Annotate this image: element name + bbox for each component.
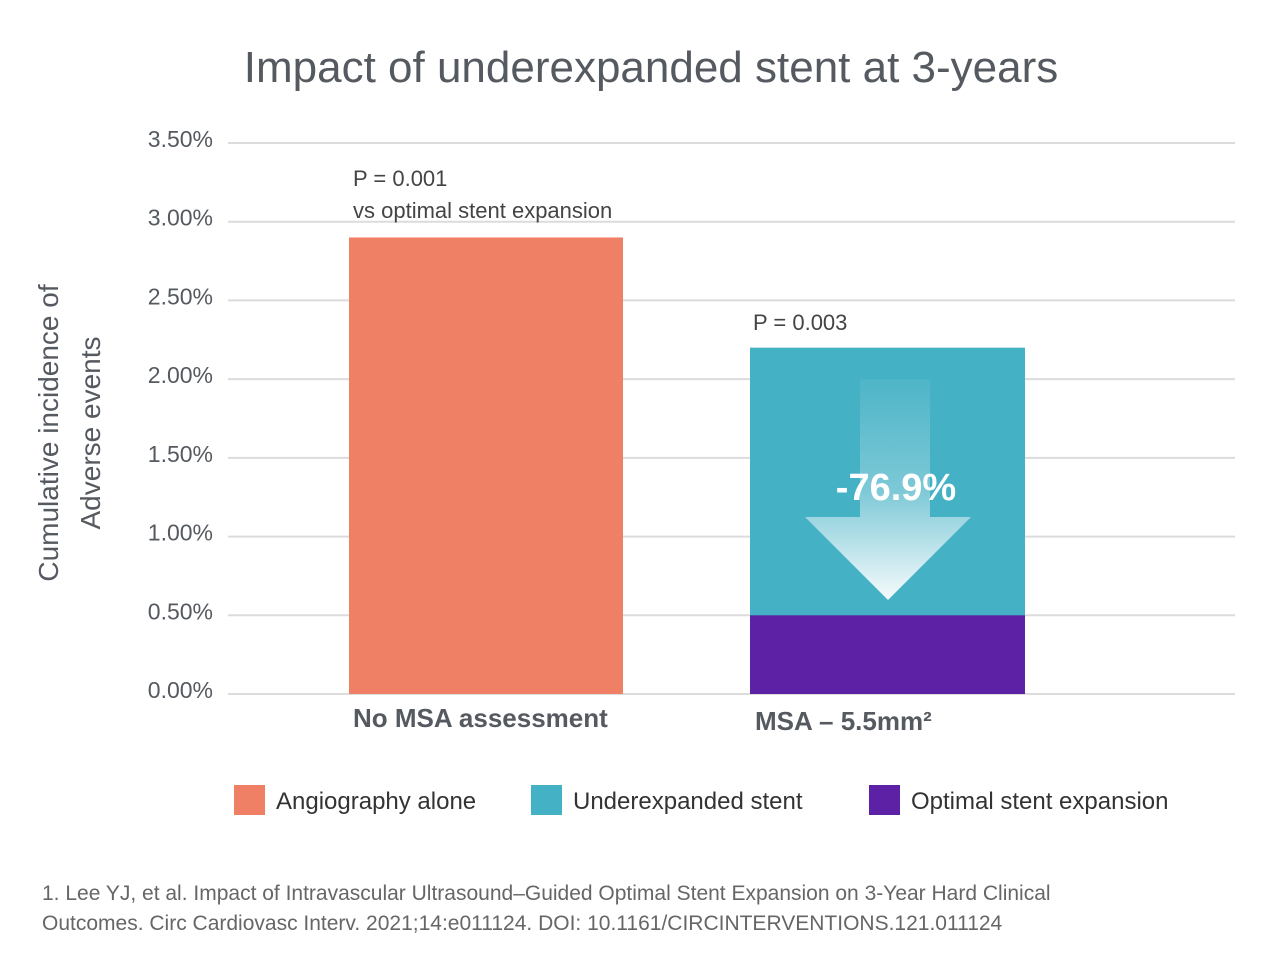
chart-title: Impact of underexpanded stent at 3-years xyxy=(244,43,1059,92)
citation-line-1: 1. Lee YJ, et al. Impact of Intravascula… xyxy=(42,882,1051,905)
p-value-1: P = 0.001 xyxy=(353,166,447,191)
y-tick-label: 1.00% xyxy=(148,520,213,546)
x-category-label: No MSA assessment xyxy=(353,703,608,733)
y-tick-label: 2.50% xyxy=(148,283,213,309)
legend-swatch xyxy=(869,785,900,815)
legend-label: Underexpanded stent xyxy=(573,788,803,815)
p-value-2: P = 0.003 xyxy=(753,310,847,335)
bar-angiography-alone xyxy=(349,237,623,694)
y-tick-label: 3.50% xyxy=(148,126,213,152)
citation-line-2: Outcomes. Circ Cardiovasc Interv. 2021;1… xyxy=(42,912,1003,935)
reduction-label: -76.9% xyxy=(836,467,956,509)
legend-label: Optimal stent expansion xyxy=(911,788,1168,815)
y-tick-label: 3.00% xyxy=(148,205,213,231)
legend-swatch xyxy=(531,785,562,815)
x-category-label: MSA – 5.5mm² xyxy=(755,706,932,736)
y-tick-label: 0.00% xyxy=(148,677,213,703)
y-tick-label: 1.50% xyxy=(148,441,213,467)
p-value-1-note: vs optimal stent expansion xyxy=(353,198,612,223)
y-axis-label-line2: Adverse events xyxy=(75,337,106,530)
bar-optimal-stent-expansion xyxy=(750,615,1025,694)
y-tick-label: 0.50% xyxy=(148,598,213,624)
reduction-arrow-icon xyxy=(805,379,971,600)
legend-swatch xyxy=(234,785,265,815)
y-axis-label-line1: Cumulative incidence of xyxy=(33,284,64,581)
legend-label: Angiography alone xyxy=(276,788,476,815)
y-tick-label: 2.00% xyxy=(148,362,213,388)
